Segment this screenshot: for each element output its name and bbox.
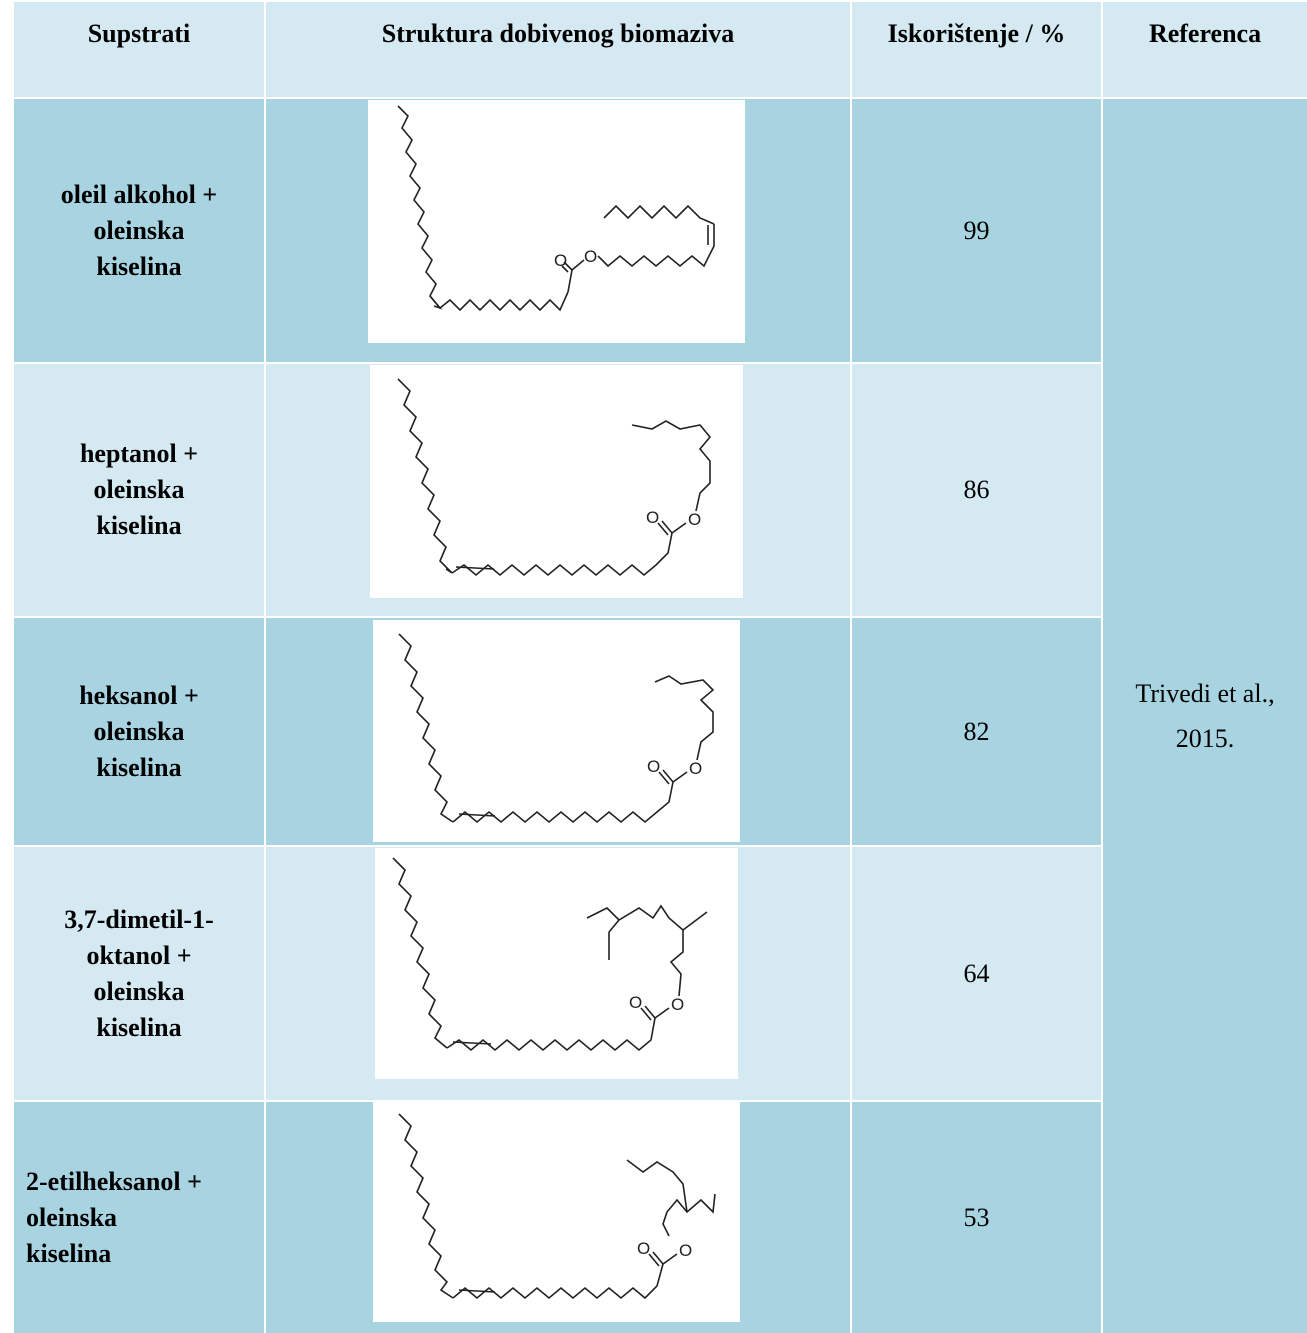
substrate-line: oleil alkohol +: [60, 179, 218, 209]
yield-cell-1: 99: [850, 97, 1101, 362]
svg-text:O: O: [554, 251, 567, 270]
substrate-line: 2-etilheksanol +: [26, 1166, 202, 1196]
reference-line: Trivedi et al.,: [1135, 679, 1275, 708]
substrate-cell-1: oleil alkohol + oleinska kiselina: [12, 97, 264, 362]
svg-text:O: O: [584, 247, 597, 266]
svg-text:O: O: [689, 759, 702, 778]
oleyl-oleate-structure-icon: O O: [368, 100, 745, 343]
svg-text:O: O: [647, 757, 660, 776]
substrate-line: heksanol +: [79, 680, 199, 710]
substrate-line: oleinska: [93, 976, 185, 1006]
substrate-cell-3: heksanol + oleinska kiselina: [12, 616, 264, 845]
header-structure: Struktura dobivenog biomaziva: [264, 0, 850, 97]
svg-text:O: O: [637, 1239, 650, 1258]
substrate-line: kiselina: [26, 1238, 112, 1268]
svg-text:O: O: [671, 995, 684, 1014]
yield-cell-4: 64: [850, 845, 1101, 1100]
reference-line: 2015.: [1175, 724, 1235, 753]
svg-text:O: O: [646, 508, 659, 527]
substrate-line: oktanol +: [86, 940, 192, 970]
heptyl-oleate-structure-icon: O O: [370, 365, 743, 598]
substrate-line: oleinska: [93, 215, 185, 245]
substrate-line: oleinska: [26, 1202, 118, 1232]
header-yield: Iskorištenje / %: [850, 0, 1101, 97]
dimethyloctyl-oleate-structure-icon: O O: [375, 848, 738, 1079]
svg-text:O: O: [679, 1241, 692, 1260]
yield-cell-5: 53: [850, 1100, 1101, 1333]
substrate-line: kiselina: [96, 511, 182, 540]
substrate-line: kiselina: [96, 251, 182, 281]
substrate-line: heptanol +: [79, 439, 199, 468]
substrate-cell-2: heptanol + oleinska kiselina: [12, 362, 264, 616]
substrate-cell-4: 3,7-dimetil-1- oktanol + oleinska kiselina: [12, 845, 264, 1100]
reference-cell: Trivedi et al., 2015.: [1101, 97, 1307, 1333]
substrate-line: oleinska: [93, 475, 185, 504]
substrate-cell-5: 2-etilheksanol + oleinska kiselina: [12, 1100, 264, 1333]
svg-text:O: O: [629, 993, 642, 1012]
substrate-line: kiselina: [96, 752, 182, 782]
yield-cell-3: 82: [850, 616, 1101, 845]
yield-cell-2: 86: [850, 362, 1101, 616]
substrate-line: kiselina: [96, 1012, 182, 1042]
header-reference: Referenca: [1101, 0, 1307, 97]
header-substrates: Supstrati: [12, 0, 264, 97]
hexyl-oleate-structure-icon: O O: [373, 620, 740, 842]
svg-text:O: O: [688, 510, 701, 529]
ethylhexyl-oleate-structure-icon: O O: [373, 1100, 740, 1322]
substrate-line: 3,7-dimetil-1-: [64, 904, 214, 934]
substrate-line: oleinska: [93, 716, 185, 746]
